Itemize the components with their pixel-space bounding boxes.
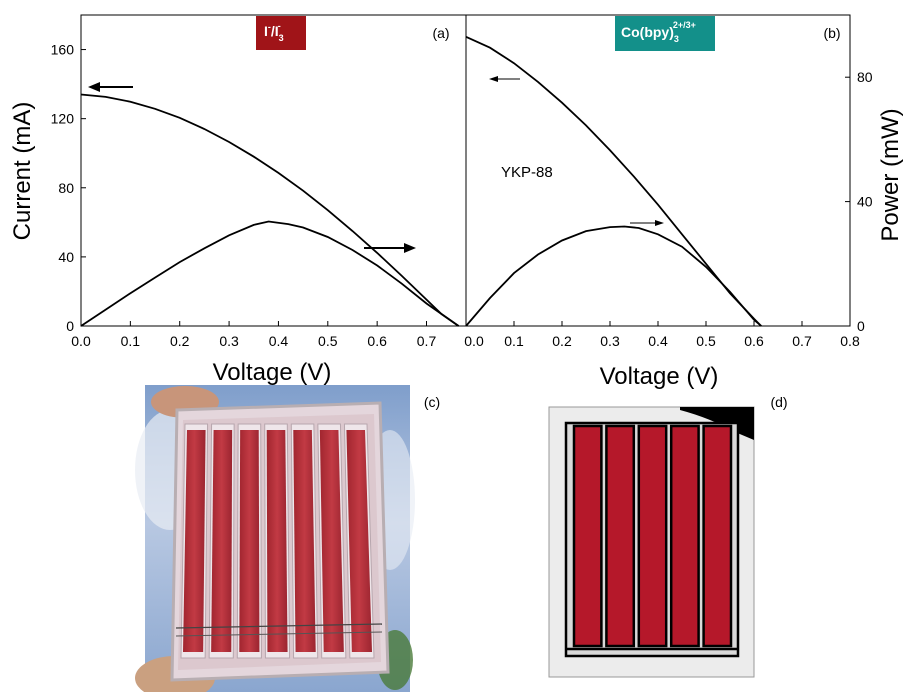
y-tick-label: 0 <box>857 318 865 334</box>
arrow-right-a <box>364 243 416 253</box>
cell-strip <box>319 430 344 652</box>
x-tick-label: 0.8 <box>840 333 860 349</box>
sample-annotation: YKP-88 <box>501 164 553 181</box>
y-tick-label: 40 <box>58 249 74 265</box>
x-tick-label: 0.4 <box>269 333 289 349</box>
y-tick-label: 40 <box>857 194 873 210</box>
series-line-b-0 <box>465 35 762 327</box>
badge-text-a: I-/I3- <box>264 21 284 43</box>
series-line-b-1 <box>465 225 762 327</box>
y-axis-label-b: Power (mW) <box>877 108 904 241</box>
series-group-b <box>465 35 762 327</box>
series-line-a-0 <box>80 93 460 327</box>
panel-label-c: (c) <box>424 394 440 410</box>
cell-strip <box>572 424 603 648</box>
x-ticks-a: 0.0 0.1 0.2 0.3 0.4 0.5 0.6 0.7 <box>71 321 436 349</box>
badge-text-b: Co(bpy)32+/3+ <box>621 20 696 44</box>
x-axis-label-b: Voltage (V) <box>600 363 719 390</box>
x-tick-label: 0.6 <box>744 333 764 349</box>
arrow-left-a <box>88 82 133 92</box>
cell-strip <box>702 424 733 648</box>
y-tick-label: 80 <box>58 180 74 196</box>
badge-bg-a <box>256 16 306 50</box>
cell-strip <box>637 424 668 648</box>
x-tick-label: 0.5 <box>318 333 338 349</box>
badge-bg-b <box>615 16 715 51</box>
x-tick-label: 0.2 <box>552 333 572 349</box>
cell-strip <box>211 430 233 652</box>
electrolyte-badge-b: Co(bpy)32+/3+ <box>615 16 715 51</box>
x-tick-label: 0.3 <box>600 333 620 349</box>
y-tick-label: 160 <box>51 42 75 58</box>
series-group-a <box>80 93 460 327</box>
y-ticks-b: 0 40 80 <box>845 69 873 334</box>
x-tick-label: 0.1 <box>504 333 524 349</box>
photo-c: (c) <box>135 385 440 692</box>
y-axis-label-a: Current (mA) <box>9 102 36 241</box>
arrow-right-b <box>630 220 664 226</box>
cell-strip <box>605 424 636 648</box>
y-ticks-a: 0 40 80 120 160 <box>51 42 86 334</box>
x-tick-label: 0.7 <box>417 333 437 349</box>
x-tick-label: 0.4 <box>648 333 668 349</box>
x-tick-label: 0.5 <box>696 333 716 349</box>
cell-strip <box>346 430 372 652</box>
electrolyte-badge-a: I-/I3- <box>256 16 306 50</box>
panel-label-b: (b) <box>823 25 840 41</box>
cell-strip <box>183 430 206 652</box>
chart-panel-b: 0.0 0.1 0.2 0.3 0.4 0.5 0.6 0.7 0.8 0 40 80 Voltag… <box>464 14 904 390</box>
x-tick-label: 0.0 <box>464 333 484 349</box>
chart-panel-a: 0.0 0.1 0.2 0.3 0.4 0.5 0.6 0.7 0 40 80 120 160 Vol… <box>9 14 467 386</box>
cell-strip <box>293 430 316 652</box>
cell-strip <box>239 430 260 652</box>
y-tick-label: 120 <box>51 111 75 127</box>
x-ticks-b: 0.0 0.1 0.2 0.3 0.4 0.5 0.6 0.7 0.8 <box>464 321 860 349</box>
x-tick-label: 0.1 <box>121 333 141 349</box>
y-tick-label: 0 <box>66 318 74 334</box>
x-axis-label-a: Voltage (V) <box>213 359 332 386</box>
cell-strips-d <box>572 424 733 648</box>
cell-strips-c <box>180 423 375 659</box>
cell-strip <box>669 424 700 648</box>
x-tick-label: 0.2 <box>170 333 190 349</box>
x-tick-label: 0.3 <box>219 333 239 349</box>
panel-label-a: (a) <box>432 25 449 41</box>
series-line-a-1 <box>80 220 460 327</box>
y-tick-label: 80 <box>857 69 873 85</box>
arrow-left-b <box>489 76 520 82</box>
photo-d: (d) <box>548 394 788 678</box>
panel-label-d: (d) <box>770 394 787 410</box>
cell-strip <box>266 430 288 652</box>
x-tick-label: 0.7 <box>792 333 812 349</box>
x-tick-label: 0.6 <box>367 333 387 349</box>
x-tick-label: 0.0 <box>71 333 91 349</box>
